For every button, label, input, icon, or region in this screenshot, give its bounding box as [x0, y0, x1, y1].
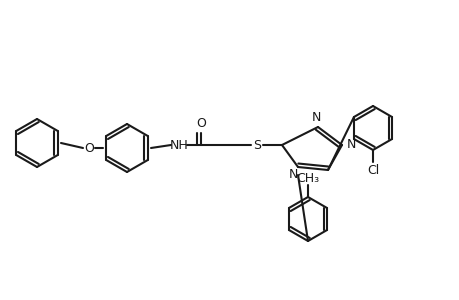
Text: S: S — [252, 139, 260, 152]
Text: N: N — [288, 169, 297, 182]
Text: O: O — [196, 116, 206, 130]
Text: NH: NH — [169, 139, 188, 152]
Text: O: O — [84, 142, 94, 154]
Text: CH₃: CH₃ — [296, 172, 319, 184]
Text: Cl: Cl — [366, 164, 378, 176]
Text: N: N — [311, 110, 320, 124]
Text: N: N — [346, 137, 355, 151]
